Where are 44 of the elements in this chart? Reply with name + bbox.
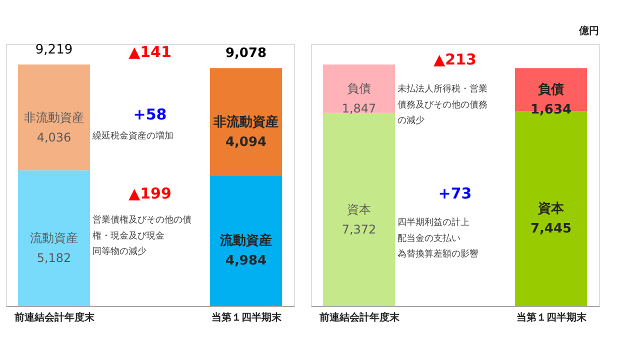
total-label: 9,078 (225, 46, 267, 62)
y-axis-title: 億円 (578, 25, 599, 37)
bar (323, 112, 395, 306)
annotation: +73 (438, 184, 472, 202)
x-tick-label: 当第１四半期末 (212, 312, 282, 324)
data-label: 1,634 (530, 102, 572, 118)
annotation: 為替換算差額の影響 (397, 248, 478, 260)
series-label: 負債 (538, 82, 564, 98)
x-tick-label: 当第１四半期末 (516, 312, 588, 324)
text: 流動資産 (30, 231, 78, 246)
annotation: 権・現金及び現金 (92, 230, 164, 242)
x-tick-label: 前連結会計年度末 (14, 312, 96, 324)
data-label: 1,847 (342, 102, 376, 116)
bar (323, 64, 395, 113)
bar (210, 175, 282, 306)
annotation: ▲213 (434, 50, 476, 69)
annotation: 四半期利益の計上 (397, 217, 470, 228)
x-tick-label: 前連結会計年度末 (318, 312, 400, 324)
text: ▲141 (128, 42, 172, 61)
series-label: 非流動資産 (212, 114, 278, 130)
text: 資本 (347, 202, 371, 216)
annotation: 配当金の支払い (397, 232, 460, 244)
series-label: 資本 (537, 201, 565, 216)
total-label: 9,219 (35, 42, 73, 58)
annotation: +58 (133, 106, 167, 124)
annotation: 同等物の減少 (92, 246, 146, 257)
data-label: 7,445 (530, 221, 572, 236)
bar (18, 170, 90, 306)
text: 負債 (347, 82, 371, 96)
annotation: 未払法人所得税・営業 (397, 84, 488, 95)
data-label: 7,372 (342, 222, 376, 236)
annotation: 繰延税金資産の増加 (91, 130, 174, 142)
bar (18, 64, 90, 170)
bar (210, 68, 282, 176)
annotation: 債務及びその他の債務 (397, 99, 488, 110)
annotation: の減少 (397, 114, 424, 126)
text: 非流動資産 (24, 110, 84, 124)
data-label: 4,094 (225, 134, 267, 150)
annotation: 営業債権及びその他の債 (92, 214, 192, 226)
annotation: ▲199 (128, 184, 172, 202)
data-label: 4,036 (36, 130, 72, 144)
series-label: 流動資産 (219, 232, 272, 249)
data-label: 4,984 (225, 254, 267, 269)
data-label: 5,182 (36, 251, 72, 266)
